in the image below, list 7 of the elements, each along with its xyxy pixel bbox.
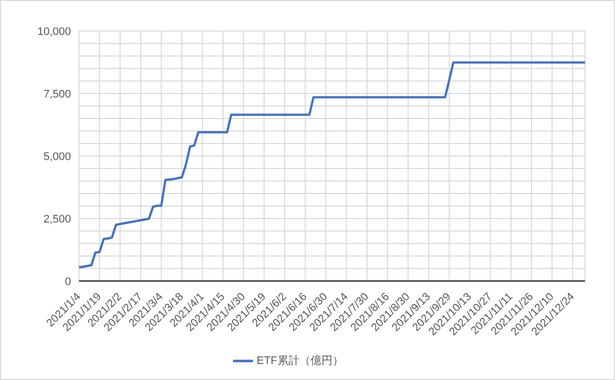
y-tick-label: 7,500 <box>43 88 71 100</box>
y-tick-label: 10,000 <box>37 26 71 38</box>
y-tick-label: 0 <box>64 276 71 288</box>
y-tick-label: 5,000 <box>43 150 71 163</box>
y-tick-label: 2,500 <box>43 213 71 226</box>
line-series <box>78 61 586 268</box>
legend-label: ETF累計（億円） <box>256 354 344 367</box>
